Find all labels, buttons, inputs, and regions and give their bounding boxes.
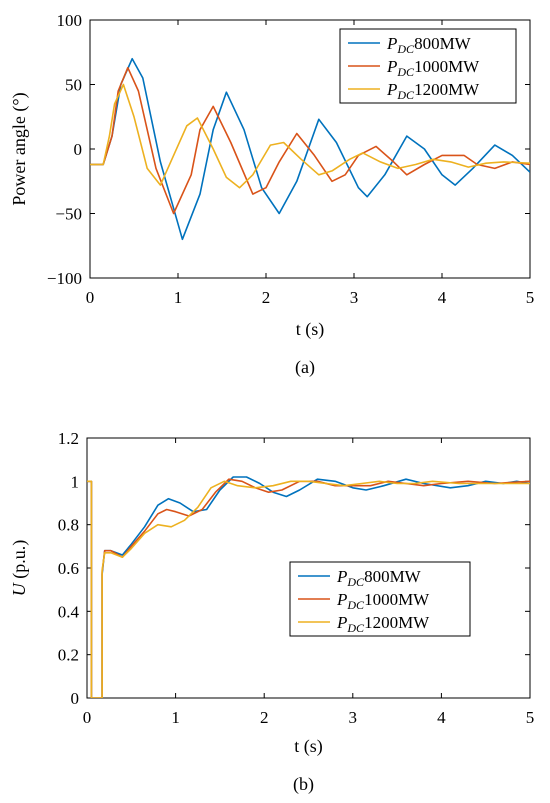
x-tick-label: 2 <box>262 288 271 307</box>
legend-value: 800MW <box>364 567 422 586</box>
x-axis-label: t (s) <box>296 319 325 340</box>
legend-symbol: P <box>386 57 397 76</box>
y-tick-label: −100 <box>47 269 82 288</box>
chart-1: 0 1 2 3 4 5 0 0.2 0.4 0.6 0.8 1 1.2 t (s) U (p.u.) (b) P… <box>9 429 534 795</box>
legend-value: 800MW <box>414 34 472 53</box>
panel-caption: (a) <box>295 357 315 378</box>
legend-subscript: DC <box>346 598 365 612</box>
legend-subscript: DC <box>346 621 365 635</box>
y-tick-label: 0.2 <box>58 646 79 665</box>
y-tick-label: 0.6 <box>58 559 79 578</box>
series-line-2 <box>87 480 530 698</box>
series-line-0 <box>90 57 530 241</box>
x-tick-label: 5 <box>526 288 535 307</box>
y-tick-label: 0 <box>74 140 83 159</box>
legend-entry: PDC1200MW <box>386 80 480 102</box>
legend-value: 1000MW <box>414 57 480 76</box>
y-tick-label: 1 <box>71 472 80 491</box>
y-tick-label: 100 <box>57 11 83 30</box>
legend-symbol: P <box>336 590 347 609</box>
y-tick-label: 0.8 <box>58 516 79 535</box>
x-tick-label: 1 <box>174 288 183 307</box>
legend-symbol: P <box>386 80 397 99</box>
x-tick-label: 5 <box>526 708 535 727</box>
legend-subscript: DC <box>346 575 365 589</box>
legend-entry: PDC800MW <box>386 34 472 56</box>
legend-value: 1000MW <box>364 590 430 609</box>
legend-entry: PDC1200MW <box>336 613 430 635</box>
series-line-2 <box>90 83 530 189</box>
legend-value: 1200MW <box>364 613 430 632</box>
x-tick-label: 4 <box>438 288 447 307</box>
x-tick-label: 3 <box>350 288 359 307</box>
x-tick-label: 2 <box>260 708 269 727</box>
legend-entry: PDC1000MW <box>336 590 430 612</box>
y-tick-label: 50 <box>65 76 82 95</box>
y-axis-label-symbol: U <box>9 582 29 596</box>
y-tick-label: −50 <box>55 205 82 224</box>
x-tick-label: 0 <box>86 288 95 307</box>
legend-value: 1200MW <box>414 80 480 99</box>
y-axis-label-unit: (p.u.) <box>9 540 30 584</box>
legend-symbol: P <box>336 567 347 586</box>
x-tick-label: 0 <box>83 708 92 727</box>
x-tick-label: 1 <box>171 708 180 727</box>
panel-caption: (b) <box>293 774 314 795</box>
y-tick-label: 0.4 <box>58 602 80 621</box>
legend-subscript: DC <box>396 42 415 56</box>
legend-subscript: DC <box>396 88 415 102</box>
x-axis-label: t (s) <box>294 736 323 757</box>
legend-entry: PDC800MW <box>336 567 422 589</box>
chart-0: 0 1 2 3 4 5 −100 −50 0 50 100 t (s) Power angle (°) (… <box>9 11 534 378</box>
legend-entry: PDC1000MW <box>386 57 480 79</box>
y-tick-label: 1.2 <box>58 429 79 448</box>
x-tick-label: 4 <box>437 708 446 727</box>
legend-subscript: DC <box>396 65 415 79</box>
x-tick-label: 3 <box>349 708 358 727</box>
y-tick-label: 0 <box>71 689 80 708</box>
y-axis-label: U (p.u.) <box>9 540 30 597</box>
legend-symbol: P <box>336 613 347 632</box>
legend-symbol: P <box>386 34 397 53</box>
y-axis-label: Power angle (°) <box>9 92 30 205</box>
